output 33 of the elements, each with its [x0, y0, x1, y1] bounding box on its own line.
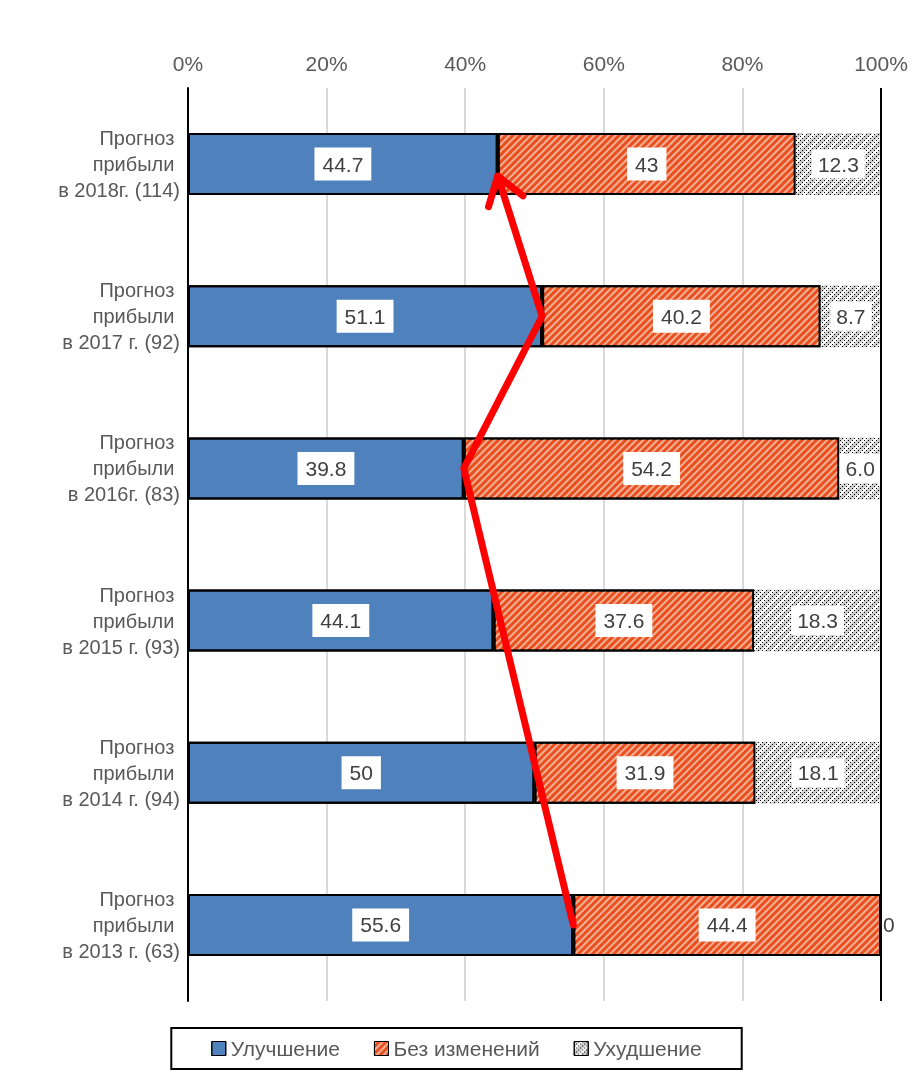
data-label: 12.3 [817, 152, 859, 176]
legend-label: Улучшение [230, 1037, 340, 1060]
data-label: 0 [883, 913, 895, 937]
data-label: 55.6 [360, 913, 402, 937]
data-label: 54.2 [631, 456, 673, 480]
data-label: 18.1 [797, 761, 839, 785]
x-tick-label: 100% [854, 52, 908, 75]
y-tick-label: Прогноз прибыли в 2015 г. (93) [62, 583, 180, 658]
x-tick-label: 40% [444, 52, 487, 75]
y-tick-label: Прогноз прибыли в 2017 г. (92) [62, 279, 180, 354]
data-label: 6.0 [845, 456, 875, 480]
legend-label: Без изменений [393, 1037, 540, 1060]
legend-label: Ухудшение [593, 1037, 702, 1060]
y-tick-label: Прогноз прибыли в 2018г. (114) [58, 127, 180, 202]
data-label: 31.9 [624, 761, 666, 785]
y-tick-label: Прогноз прибыли в 2013 г. (63) [62, 887, 180, 962]
data-label: 44.7 [322, 152, 364, 176]
x-tick-label: 20% [305, 52, 348, 75]
x-tick-label: 0% [172, 52, 204, 75]
y-tick-label: Прогноз прибыли в 2016г. (83) [67, 431, 180, 506]
data-label: 50 [349, 761, 373, 785]
x-tick-label: 60% [582, 52, 625, 75]
data-label: 44.1 [320, 609, 362, 633]
data-label: 18.3 [797, 609, 839, 633]
data-label: 44.4 [706, 913, 748, 937]
data-label: 39.8 [305, 456, 347, 480]
data-label: 43 [635, 152, 659, 176]
x-tick-label: 80% [721, 52, 764, 75]
data-label: 37.6 [603, 609, 645, 633]
data-label: 40.2 [660, 304, 702, 328]
data-label: 51.1 [344, 304, 386, 328]
y-tick-label: Прогноз прибыли в 2014 г. (94) [62, 735, 180, 810]
data-label: 8.7 [836, 304, 866, 328]
